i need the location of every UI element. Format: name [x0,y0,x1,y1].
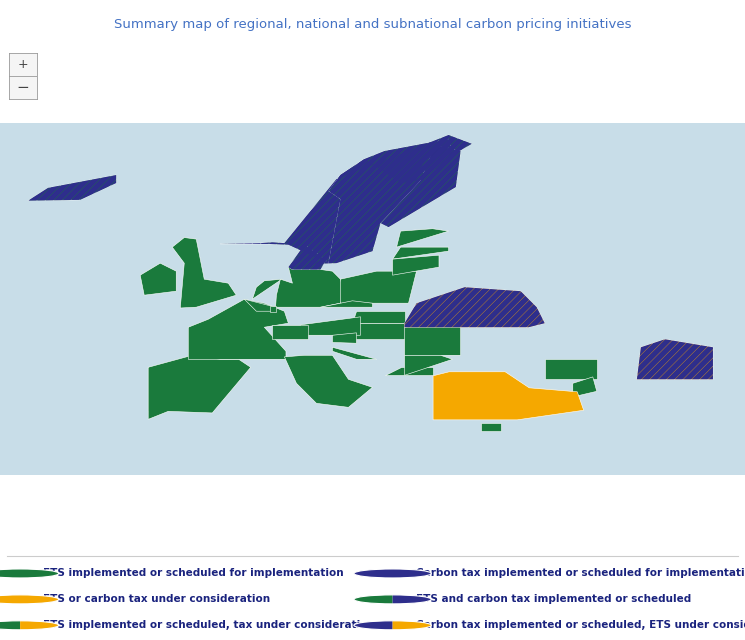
Text: ETS implemented or scheduled, tax under consideration: ETS implemented or scheduled, tax under … [43,620,375,630]
Wedge shape [20,621,59,630]
Text: ETS and carbon tax implemented or scheduled: ETS and carbon tax implemented or schedu… [416,595,691,604]
Text: Carbon tax implemented or scheduled, ETS under consid...: Carbon tax implemented or scheduled, ETS… [416,620,745,630]
Text: −: − [16,80,30,95]
Wedge shape [354,621,393,630]
Text: Carbon tax implemented or scheduled for implementation: Carbon tax implemented or scheduled for … [416,568,745,579]
Circle shape [0,595,59,604]
Text: ETS or carbon tax under consideration: ETS or carbon tax under consideration [43,595,270,604]
Circle shape [354,569,431,578]
Circle shape [0,569,59,578]
Wedge shape [354,595,393,604]
Text: +: + [18,58,28,71]
Wedge shape [0,621,20,630]
Text: ETS implemented or scheduled for implementation: ETS implemented or scheduled for impleme… [43,568,344,579]
Wedge shape [393,621,431,630]
Text: Summary map of regional, national and subnational carbon pricing initiatives: Summary map of regional, national and su… [114,19,631,31]
Wedge shape [393,595,431,604]
